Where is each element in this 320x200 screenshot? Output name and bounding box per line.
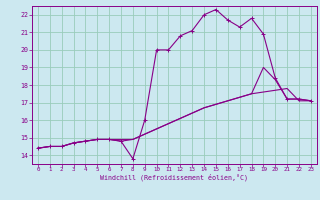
X-axis label: Windchill (Refroidissement éolien,°C): Windchill (Refroidissement éolien,°C) (100, 174, 248, 181)
